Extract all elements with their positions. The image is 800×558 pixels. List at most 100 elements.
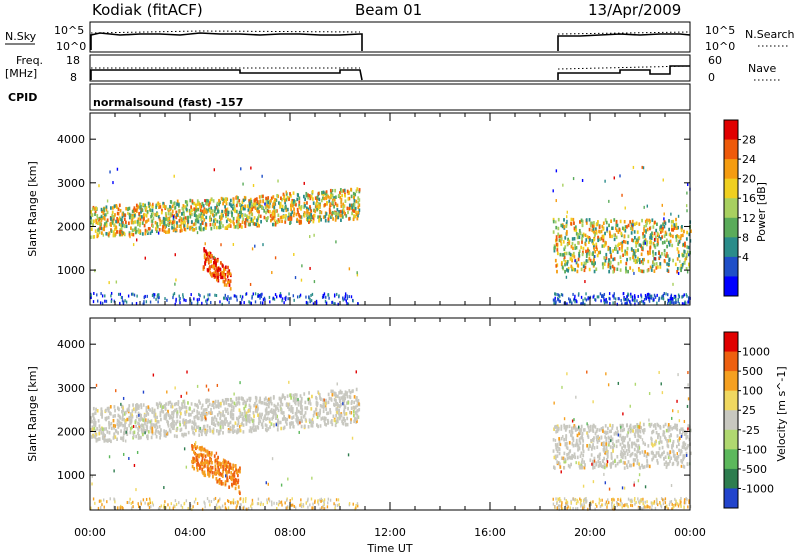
power-cell <box>209 209 211 213</box>
velocity-cell <box>136 415 138 419</box>
power-speckle <box>585 292 586 295</box>
velocity-speckle <box>687 505 688 508</box>
power-scatter <box>250 167 251 170</box>
power-cell <box>223 273 225 277</box>
velocity-cell <box>123 418 125 422</box>
velocity-cell <box>185 433 187 437</box>
power-scatter <box>632 269 633 272</box>
velocity-cell <box>156 403 158 407</box>
velocity-speckle <box>152 501 153 504</box>
velocity-cell <box>603 445 605 449</box>
power-cell <box>162 225 164 229</box>
noise-panel: 10^5 10^0 10^5 10^0 N.Sky N.Search <box>5 22 795 53</box>
velocity-speckle <box>626 504 627 507</box>
power-speckle <box>120 293 121 296</box>
power-cell <box>125 207 127 211</box>
velocity-cell <box>174 403 176 407</box>
cpid-label: CPID <box>8 91 37 104</box>
power-cell <box>676 270 678 274</box>
velocity-cell <box>641 464 643 468</box>
power-cell <box>572 218 574 222</box>
power-cell <box>116 230 118 234</box>
velocity-cell <box>212 466 214 470</box>
power-scatter <box>216 212 217 215</box>
power-speckle <box>193 297 194 300</box>
power-speckle <box>345 295 346 298</box>
velocity-cell <box>649 465 651 469</box>
power-cell <box>106 223 108 227</box>
power-speckle <box>312 293 313 296</box>
velocity-speckle <box>311 498 312 501</box>
power-cell <box>665 231 667 235</box>
power-cell <box>635 255 637 259</box>
power-cell <box>111 214 113 218</box>
power-scatter <box>566 225 567 228</box>
power-speckle <box>559 295 560 298</box>
power-cell <box>210 199 212 203</box>
power-scatter <box>567 211 568 214</box>
power-scatter <box>686 192 687 195</box>
power-cell <box>634 236 636 240</box>
power-cell <box>213 264 215 268</box>
velocity-speckle <box>147 502 148 505</box>
power-speckle <box>111 300 112 303</box>
velocity-cell <box>243 430 245 434</box>
power-cell <box>558 218 560 222</box>
power-cell <box>624 252 626 256</box>
power-cell <box>676 239 678 243</box>
power-scatter <box>271 271 272 274</box>
velocity-cell <box>232 425 234 429</box>
velocity-cell <box>602 429 604 433</box>
velocity-speckle <box>216 507 217 510</box>
velocity-cell <box>626 423 628 427</box>
velocity-cell <box>151 436 153 440</box>
velocity-cell <box>232 429 234 433</box>
power-scatter <box>103 234 104 237</box>
power-cell <box>242 220 244 224</box>
power-cell <box>301 205 303 209</box>
power-cell <box>212 223 214 227</box>
power-cell <box>241 207 243 211</box>
power-cell <box>678 235 680 239</box>
power-cell <box>219 221 221 225</box>
power-cell <box>101 208 103 212</box>
velocity-cell <box>682 445 684 449</box>
power-speckle <box>259 294 260 297</box>
power-cell <box>103 228 105 232</box>
power-cell <box>203 266 205 270</box>
power-speckle <box>297 295 298 298</box>
velocity-speckle <box>613 498 614 501</box>
velocity-cell <box>219 472 221 476</box>
power-cell <box>263 209 265 213</box>
velocity-cell <box>205 408 207 412</box>
velocity-speckle <box>159 507 160 510</box>
power-cell <box>103 216 105 220</box>
power-cell <box>91 219 93 223</box>
velocity-cell <box>285 420 287 424</box>
power-cell <box>576 246 578 250</box>
power-scatter <box>604 180 605 183</box>
power-cell <box>171 226 173 230</box>
velocity-cell <box>293 415 295 419</box>
velocity-cell <box>581 465 583 469</box>
velocity-cell <box>255 425 257 429</box>
power-cell <box>144 204 146 208</box>
power-cell <box>180 221 182 225</box>
velocity-cell <box>323 410 325 414</box>
power-cell <box>92 223 94 227</box>
power-cell <box>591 239 593 243</box>
power-cell <box>596 223 598 227</box>
power-speckle <box>201 302 202 305</box>
velocity-cell <box>106 430 108 434</box>
nsky-trace-late <box>558 34 690 51</box>
power-cell <box>255 206 257 210</box>
power-cell <box>206 211 208 215</box>
velocity-speckle <box>127 501 128 504</box>
velocity-cell <box>286 404 288 408</box>
velocity-cell <box>117 431 119 435</box>
power-cell <box>187 216 189 220</box>
velocity-speckle <box>680 500 681 503</box>
velocity-cell <box>663 430 665 434</box>
power-cell <box>220 273 222 277</box>
power-cell <box>608 224 610 228</box>
